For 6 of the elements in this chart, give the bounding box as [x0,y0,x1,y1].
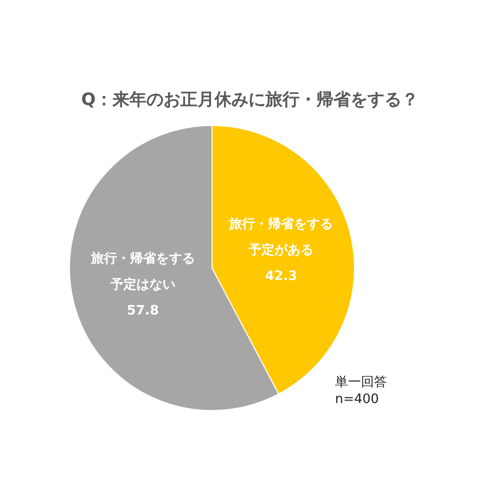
data-label: 57.8 [126,304,159,319]
slice-label: 旅行・帰省をする予定はない [90,250,195,293]
data-label: 42.3 [265,269,298,284]
chart-title: Q：来年のお正月休みに旅行・帰省をする？ [80,89,420,111]
text: 単一回答 n=400 [335,374,387,408]
slice-label: 旅行・帰省をする予定がある [228,216,334,258]
